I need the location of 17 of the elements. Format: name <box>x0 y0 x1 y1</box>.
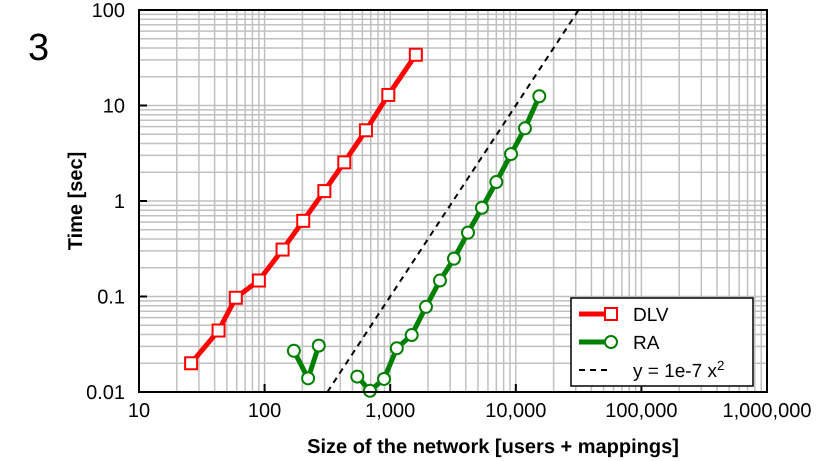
y-axis-title: Time [sec] <box>65 152 87 250</box>
x-axis-title: Size of the network [users + mappings] <box>307 436 679 458</box>
x-tick-label: 100,000 <box>605 400 678 422</box>
x-tick-label: 1,000,000 <box>722 400 812 422</box>
text: 3 <box>28 27 50 69</box>
y-tick-label: 100 <box>92 0 125 22</box>
legend-label: y = 1e-7 x$^{2}$ <box>633 358 724 382</box>
x-tick-label: 10,000 <box>485 400 546 422</box>
x-tick-label: 10 <box>128 400 150 422</box>
y-tick-label: 1 <box>114 191 125 213</box>
y-tick-label: 0.1 <box>97 286 125 308</box>
x-tick-label: 1,000 <box>365 400 416 422</box>
x-tick-label: 100 <box>248 400 282 422</box>
legend-label: DLV <box>633 305 669 326</box>
y-tick-label: 0.01 <box>86 382 125 404</box>
legend-label: RA <box>633 333 660 354</box>
y-tick-label: 10 <box>102 96 125 118</box>
